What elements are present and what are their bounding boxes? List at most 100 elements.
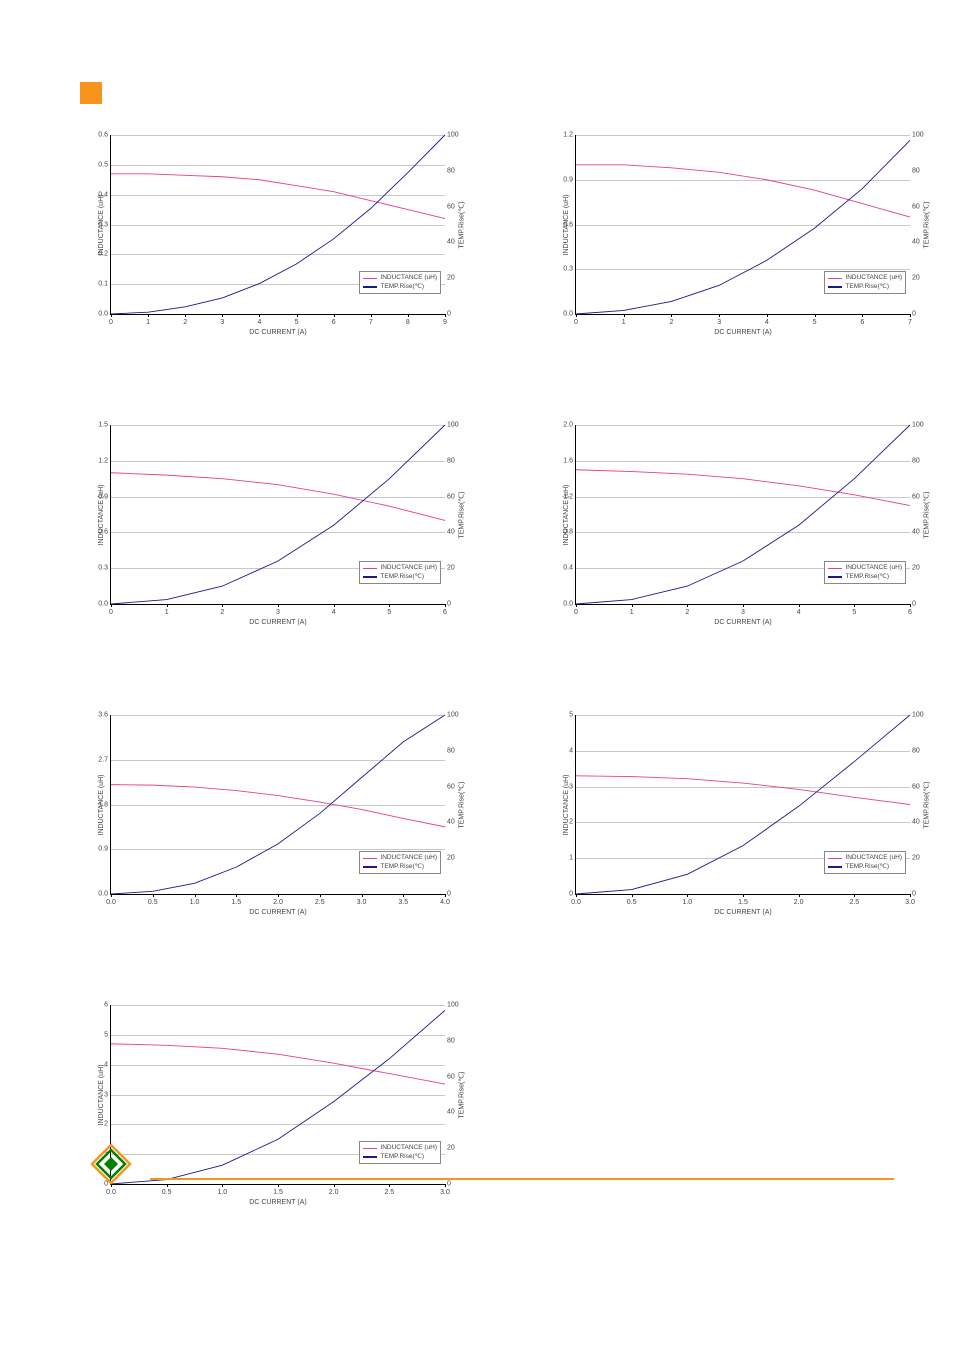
x-tick: 2 xyxy=(220,609,224,616)
yl-tick: 4 xyxy=(551,747,573,754)
legend-row-inductance: INDUCTANCE (uH) xyxy=(828,274,902,282)
x-tick: 4 xyxy=(257,319,261,326)
legend-label-temp: TEMP.Rise(℃) xyxy=(845,863,889,871)
legend-swatch-inductance xyxy=(828,858,842,860)
yr-tick: 80 xyxy=(912,167,932,174)
yl-tick: 1 xyxy=(551,855,573,862)
x-tick: 1 xyxy=(165,609,169,616)
yr-tick: 20 xyxy=(447,1145,467,1152)
chart-c3: 0.00.30.60.91.21.50204060801000123456DC … xyxy=(80,420,475,630)
yl-tick: 0.3 xyxy=(551,266,573,273)
yl-tick: 2.7 xyxy=(86,756,108,763)
y-left-label: INDUCTANCE (uH) xyxy=(98,774,105,835)
legend-row-inductance: INDUCTANCE (uH) xyxy=(363,274,437,282)
x-tick: 2 xyxy=(669,319,673,326)
legend-label-inductance: INDUCTANCE (uH) xyxy=(845,274,902,282)
x-axis-label: DC CURRENT (A) xyxy=(714,329,771,336)
legend-swatch-inductance xyxy=(828,568,842,570)
y-left-label: INDUCTANCE (uH) xyxy=(563,194,570,255)
legend-label-inductance: INDUCTANCE (uH) xyxy=(380,274,437,282)
yr-tick: 80 xyxy=(447,457,467,464)
x-tick: 0.0 xyxy=(106,1189,116,1196)
yl-tick: 6 xyxy=(86,1002,108,1009)
inductance-curve xyxy=(576,470,910,506)
x-tick: 2.0 xyxy=(794,899,804,906)
legend-swatch-temp xyxy=(828,286,842,288)
yl-tick: 0.9 xyxy=(551,176,573,183)
x-axis-label: DC CURRENT (A) xyxy=(714,909,771,916)
x-tick: 5 xyxy=(813,319,817,326)
legend-row-temp: TEMP.Rise(℃) xyxy=(363,573,437,581)
legend-label-temp: TEMP.Rise(℃) xyxy=(380,863,424,871)
yr-tick: 0 xyxy=(912,601,932,608)
chart-c4: 0.00.40.81.21.62.00204060801000123456DC … xyxy=(545,420,940,630)
yr-tick: 0 xyxy=(447,311,467,318)
x-tick: 2.5 xyxy=(849,899,859,906)
x-tick: 3 xyxy=(717,319,721,326)
yr-tick: 100 xyxy=(447,422,467,429)
x-tick: 9 xyxy=(443,319,447,326)
x-tick: 7 xyxy=(908,319,912,326)
x-tick: 1 xyxy=(146,319,150,326)
legend-swatch-temp xyxy=(363,286,377,288)
x-tick: 0.5 xyxy=(148,899,158,906)
y-left-label: INDUCTANCE (uH) xyxy=(98,484,105,545)
chart-c6: 0123450204060801000.00.51.01.52.02.53.0D… xyxy=(545,710,940,920)
legend-row-inductance: INDUCTANCE (uH) xyxy=(363,564,437,572)
legend-label-inductance: INDUCTANCE (uH) xyxy=(380,854,437,862)
legend-swatch-inductance xyxy=(363,278,377,280)
y-right-label: TEMP.Rise(℃) xyxy=(457,201,465,248)
x-tick: 3.0 xyxy=(357,899,367,906)
yl-tick: 1.2 xyxy=(551,132,573,139)
legend-row-temp: TEMP.Rise(℃) xyxy=(363,283,437,291)
legend-label-temp: TEMP.Rise(℃) xyxy=(380,283,424,291)
x-tick: 0.5 xyxy=(627,899,637,906)
yl-tick: 0.5 xyxy=(86,161,108,168)
x-tick: 3.0 xyxy=(905,899,915,906)
x-tick: 1.0 xyxy=(190,899,200,906)
y-right-label: TEMP.Rise(℃) xyxy=(457,781,465,828)
yr-tick: 0 xyxy=(912,891,932,898)
legend-swatch-inductance xyxy=(363,1148,377,1150)
legend: INDUCTANCE (uH)TEMP.Rise(℃) xyxy=(359,561,441,584)
legend-swatch-temp xyxy=(828,866,842,868)
x-tick: 2.5 xyxy=(384,1189,394,1196)
x-tick: 6 xyxy=(332,319,336,326)
yl-tick: 0.0 xyxy=(551,311,573,318)
footer-logo xyxy=(90,1143,132,1190)
yr-tick: 80 xyxy=(447,1037,467,1044)
y-right-label: TEMP.Rise(℃) xyxy=(457,491,465,538)
legend-swatch-temp xyxy=(828,576,842,578)
x-tick: 4 xyxy=(332,609,336,616)
inductance-curve xyxy=(111,473,445,521)
inductance-curve xyxy=(111,174,445,219)
legend-swatch-temp xyxy=(363,576,377,578)
yl-tick: 0.0 xyxy=(551,601,573,608)
yr-tick: 100 xyxy=(447,1002,467,1009)
yl-tick: 1.5 xyxy=(86,422,108,429)
legend-label-inductance: INDUCTANCE (uH) xyxy=(380,564,437,572)
legend-label-inductance: INDUCTANCE (uH) xyxy=(845,854,902,862)
x-tick: 0 xyxy=(574,609,578,616)
yr-tick: 100 xyxy=(912,132,932,139)
yr-tick: 20 xyxy=(447,565,467,572)
legend: INDUCTANCE (uH)TEMP.Rise(℃) xyxy=(359,1141,441,1164)
legend-swatch-temp xyxy=(363,1156,377,1158)
legend-row-temp: TEMP.Rise(℃) xyxy=(828,863,902,871)
yr-tick: 100 xyxy=(912,422,932,429)
yl-tick: 1.2 xyxy=(86,457,108,464)
yl-tick: 0.0 xyxy=(86,311,108,318)
legend: INDUCTANCE (uH)TEMP.Rise(℃) xyxy=(824,271,906,294)
x-tick: 4 xyxy=(797,609,801,616)
x-tick: 1 xyxy=(630,609,634,616)
legend-swatch-inductance xyxy=(363,858,377,860)
chart-c5: 0.00.91.82.73.60204060801000.00.51.01.52… xyxy=(80,710,475,920)
legend: INDUCTANCE (uH)TEMP.Rise(℃) xyxy=(824,561,906,584)
y-right-label: TEMP.Rise(℃) xyxy=(457,1071,465,1118)
x-tick: 4 xyxy=(765,319,769,326)
x-tick: 4.0 xyxy=(440,899,450,906)
yr-tick: 80 xyxy=(912,457,932,464)
legend-row-temp: TEMP.Rise(℃) xyxy=(828,283,902,291)
yl-tick: 0.0 xyxy=(86,601,108,608)
x-tick: 3 xyxy=(220,319,224,326)
